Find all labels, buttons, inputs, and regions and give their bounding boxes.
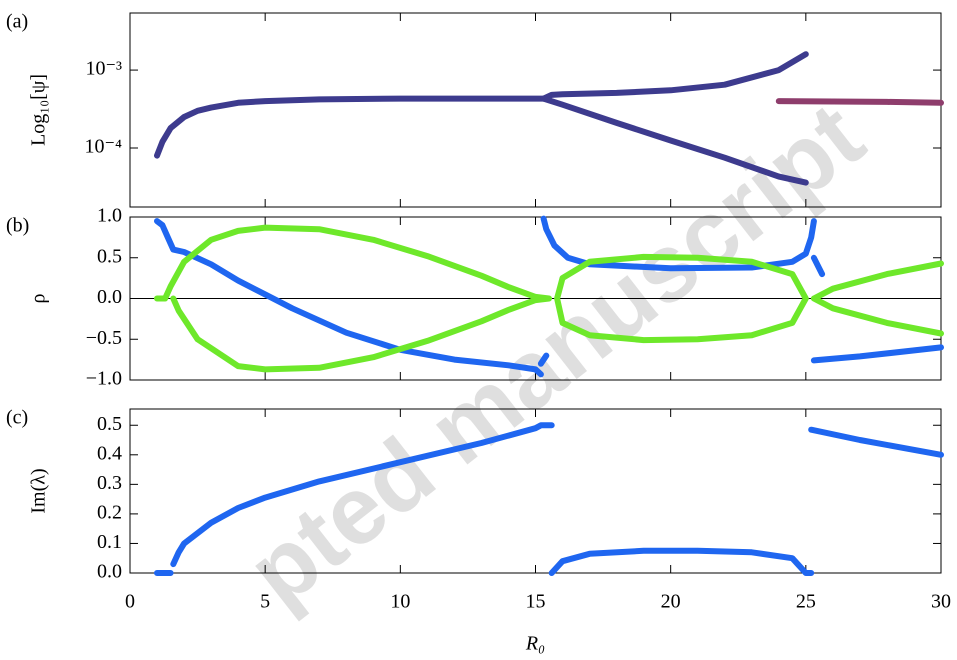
- x-tick-label: 20: [661, 591, 681, 613]
- y-tick-label: 10⁻³: [85, 58, 122, 80]
- y-axis-label: ρ: [28, 293, 50, 303]
- watermark: pted manuscript: [228, 82, 882, 626]
- y-tick-label: 0.5: [97, 245, 122, 267]
- data-curve: [154, 215, 944, 378]
- x-tick-label: 5: [260, 591, 270, 613]
- y-tick-label: 0.4: [97, 442, 122, 464]
- y-tick-label: 0.3: [97, 472, 122, 494]
- y-tick-label: 0.0: [97, 286, 122, 308]
- x-tick-label: 15: [526, 591, 546, 613]
- y-tick-label: 0.5: [97, 413, 122, 435]
- y-axis-label: Log₁₀[ψ]: [28, 74, 50, 146]
- panel-label: (c): [6, 407, 28, 429]
- data-curve: [154, 422, 944, 576]
- x-tick-label: 25: [796, 591, 816, 613]
- y-tick-label: 1.0: [97, 205, 122, 227]
- x-axis-label: R₀: [525, 633, 545, 655]
- y-tick-label: 0.2: [97, 501, 122, 523]
- panel-label: (b): [6, 215, 29, 237]
- data-curve: [154, 51, 809, 159]
- y-tick-label: 0.1: [97, 531, 122, 553]
- panel-label: (a): [6, 11, 28, 33]
- y-tick-label: 10⁻⁴: [84, 136, 122, 158]
- x-tick-label: 10: [390, 591, 410, 613]
- x-tick-label: 30: [931, 591, 951, 613]
- y-tick-label: −1.0: [86, 368, 122, 390]
- data-curve: [540, 95, 809, 186]
- y-tick-label: 0.0: [97, 561, 122, 583]
- data-curve: [154, 224, 944, 373]
- y-axis-label: Im(λ): [28, 468, 50, 513]
- data-curve: [775, 98, 944, 106]
- x-tick-label: 0: [125, 591, 135, 613]
- y-tick-label: −0.5: [86, 327, 122, 349]
